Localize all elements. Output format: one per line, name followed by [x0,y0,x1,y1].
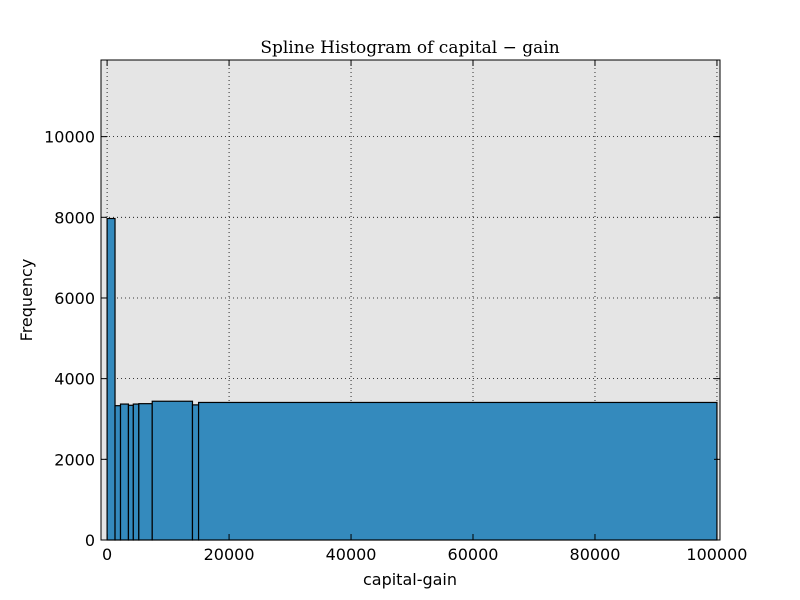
x-tick-label: 100000 [686,545,747,564]
x-tick-label: 80000 [570,545,621,564]
chart-title: Spline Histogram of capital − gain [260,38,559,58]
histogram-bar [151,400,194,541]
x-tick-label: 40000 [326,545,377,564]
x-axis-label: capital-gain [363,570,457,589]
histogram-bar [119,403,130,541]
axis-ticks: 0 20000 40000 60000 80000 100000 0 2000 4000 6000… [44,60,747,564]
x-tick-label: 0 [102,545,112,564]
histogram-bars [106,217,718,541]
y-tick-label: 6000 [54,289,95,308]
y-axis-label: Frequency [17,259,36,342]
histogram-bar [191,404,200,541]
histogram-bar [127,404,134,541]
x-tick-label: 20000 [204,545,255,564]
plot-frame [100,59,721,541]
y-tick-label: 4000 [54,370,95,389]
histogram-bar [138,403,153,541]
x-tick-label: 60000 [448,545,499,564]
histogram-bar [132,403,140,541]
y-tick-label: 10000 [44,128,95,147]
histogram-bar [106,217,116,541]
histogram-bar [197,401,718,541]
histogram-bar [114,405,122,541]
y-tick-label: 2000 [54,450,95,469]
y-tick-label: 0 [85,531,95,550]
y-tick-label: 8000 [54,208,95,227]
